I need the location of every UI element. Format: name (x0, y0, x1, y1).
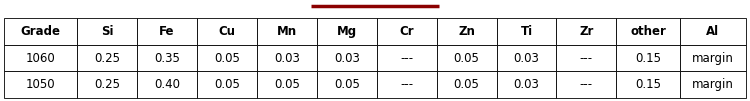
Bar (680, 45, 746, 71)
Text: Si: Si (100, 25, 113, 38)
Text: 1050: 1050 (26, 78, 56, 91)
Text: 0.25: 0.25 (94, 52, 120, 65)
Bar (556, 71, 616, 98)
Bar (137, 45, 196, 71)
Text: margin: margin (692, 52, 734, 65)
Text: 0.05: 0.05 (214, 78, 240, 91)
Text: Al: Al (706, 25, 719, 38)
Bar (256, 45, 316, 71)
Text: 0.40: 0.40 (154, 78, 180, 91)
Bar (77, 18, 137, 45)
Bar (680, 18, 746, 45)
Text: Zn: Zn (458, 25, 475, 38)
Text: Mn: Mn (277, 25, 297, 38)
Bar (137, 71, 196, 98)
Text: 0.03: 0.03 (334, 52, 360, 65)
Text: 0.05: 0.05 (214, 52, 240, 65)
Text: 1060: 1060 (26, 52, 56, 65)
Text: 0.05: 0.05 (454, 52, 479, 65)
Text: other: other (630, 25, 666, 38)
Text: margin: margin (692, 78, 734, 91)
Bar (616, 71, 680, 98)
Bar (376, 45, 436, 71)
Bar (496, 71, 556, 98)
Text: ---: --- (580, 78, 593, 91)
Text: Cu: Cu (218, 25, 236, 38)
Bar (436, 71, 496, 98)
Bar (556, 45, 616, 71)
Text: Grade: Grade (20, 25, 61, 38)
Text: Ti: Ti (520, 25, 532, 38)
Text: Zr: Zr (579, 25, 593, 38)
Bar (316, 45, 376, 71)
Bar (616, 45, 680, 71)
Text: 0.35: 0.35 (154, 52, 180, 65)
Text: ---: --- (580, 52, 593, 65)
Text: 0.05: 0.05 (274, 78, 300, 91)
Bar (196, 45, 256, 71)
Text: ---: --- (400, 78, 413, 91)
Bar (256, 18, 316, 45)
Text: 0.15: 0.15 (635, 52, 661, 65)
Text: Mg: Mg (337, 25, 357, 38)
Text: Cr: Cr (399, 25, 414, 38)
Bar (196, 18, 256, 45)
Bar (77, 71, 137, 98)
Text: 0.25: 0.25 (94, 78, 120, 91)
Bar (436, 45, 496, 71)
Bar (680, 71, 746, 98)
Bar (4, 71, 77, 98)
Text: 0.05: 0.05 (334, 78, 360, 91)
Text: Fe: Fe (159, 25, 175, 38)
Text: 0.15: 0.15 (635, 78, 661, 91)
Bar (316, 71, 376, 98)
Bar (196, 71, 256, 98)
Bar (256, 71, 316, 98)
Bar (496, 45, 556, 71)
Bar (556, 18, 616, 45)
Bar (496, 18, 556, 45)
Bar (137, 18, 196, 45)
Text: 0.05: 0.05 (454, 78, 479, 91)
Bar (436, 18, 496, 45)
Bar (616, 18, 680, 45)
Bar (77, 45, 137, 71)
Text: 0.03: 0.03 (514, 52, 539, 65)
Bar (376, 71, 436, 98)
Text: 0.03: 0.03 (274, 52, 300, 65)
Text: ---: --- (400, 52, 413, 65)
Bar (4, 45, 77, 71)
Bar (4, 18, 77, 45)
Bar (316, 18, 376, 45)
Text: 0.03: 0.03 (514, 78, 539, 91)
Bar (376, 18, 436, 45)
